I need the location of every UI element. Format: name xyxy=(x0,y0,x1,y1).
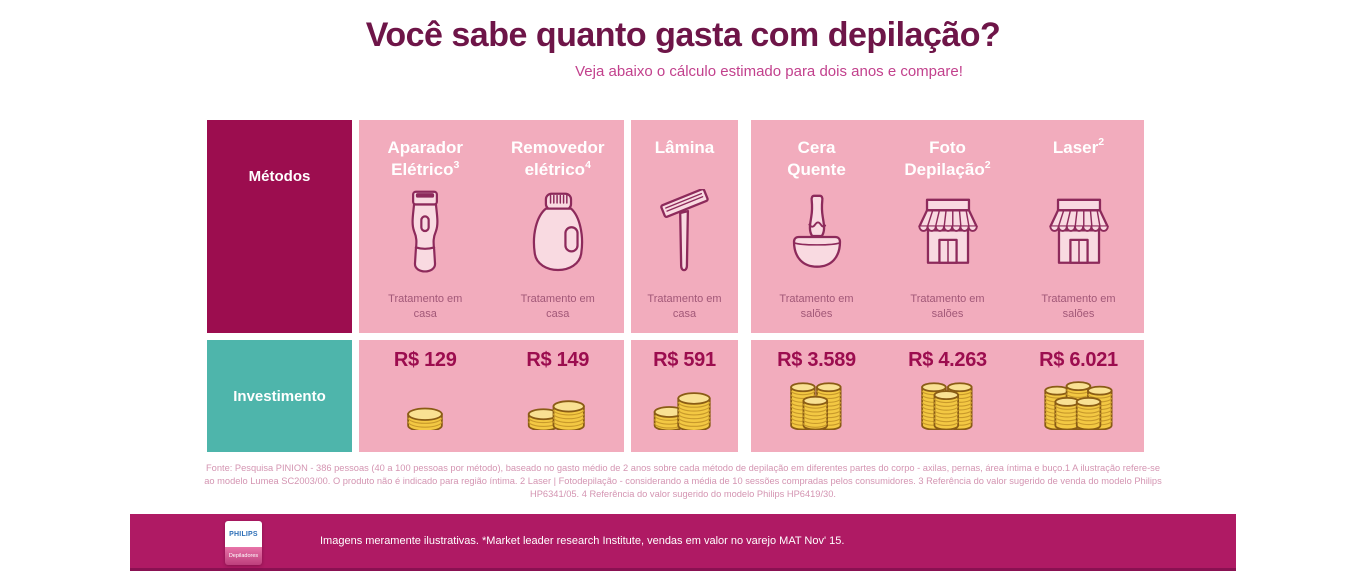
treatment-location: Tratamento em casa xyxy=(647,293,722,320)
investment-cell-removedor-eletrico: R$ 149 xyxy=(492,340,625,452)
coins-icon xyxy=(912,376,984,430)
method-cell-foto-depilacao: Foto Depilação2 xyxy=(882,120,1013,333)
epilator-icon xyxy=(528,185,588,288)
investment-cell-aparador-eletrico: R$ 129 xyxy=(359,340,492,452)
footer-bar: PHILIPS Depiladores Imagens meramente il… xyxy=(130,514,1236,571)
group-lamina: Lâmina Tratamento em casa xyxy=(631,120,738,452)
treatment-location: Tratamento em casa xyxy=(520,293,595,320)
investment-cell-foto-depilacao: R$ 4.263 xyxy=(882,340,1013,452)
footer-disclaimer: Imagens meramente ilustrativas. *Market … xyxy=(320,535,845,547)
footnote: Fonte: Pesquisa PINION - 386 pessoas (40… xyxy=(204,463,1162,500)
treatment-location: Tratamento em salões xyxy=(1041,293,1116,320)
page-subtitle: Veja abaixo o cálculo estimado para dois… xyxy=(575,63,963,80)
method-cell-aparador-eletrico: Aparador Elétrico3 Tratamento em casa xyxy=(359,120,492,333)
method-name: Laser2 xyxy=(1052,136,1105,157)
treatment-location: Tratamento em salões xyxy=(779,293,854,320)
salon-storefront-icon xyxy=(912,185,984,288)
investment-panel: R$ 129 R$ 149 xyxy=(359,340,624,452)
investment-value: R$ 591 xyxy=(653,349,716,371)
method-cell-removedor-eletrico: Removedor elétrico4 Tratamento em casa xyxy=(492,120,625,333)
method-cell-laser: Laser2 Tratam xyxy=(1013,120,1144,333)
coins-icon xyxy=(389,376,461,430)
group-salon-methods: Cera Quente Tratamento em salões xyxy=(751,120,1144,452)
treatment-location: Tratamento em casa xyxy=(388,293,463,320)
coins-icon xyxy=(1043,376,1115,430)
row-label-investment: Investimento xyxy=(207,340,352,452)
method-name: Aparador Elétrico3 xyxy=(387,138,464,180)
investment-cell-laser: R$ 6.021 xyxy=(1013,340,1144,452)
group-electric-devices: Aparador Elétrico3 Tratamento em casa xyxy=(359,120,624,452)
methods-panel: Cera Quente Tratamento em salões xyxy=(751,120,1144,333)
row-label-methods: Métodos xyxy=(207,120,352,333)
salon-storefront-icon xyxy=(1043,185,1115,288)
investment-value: R$ 3.589 xyxy=(777,349,856,371)
investment-value: R$ 6.021 xyxy=(1039,349,1118,371)
coins-icon xyxy=(522,376,594,430)
electric-trimmer-icon xyxy=(401,185,449,288)
method-name: Lâmina xyxy=(654,138,715,157)
hot-wax-icon xyxy=(787,185,847,288)
investment-value: R$ 4.263 xyxy=(908,349,987,371)
investment-cell-lamina: R$ 591 xyxy=(631,340,738,452)
method-name: Foto Depilação2 xyxy=(904,138,991,180)
razor-icon xyxy=(657,185,713,288)
method-cell-lamina: Lâmina Tratamento em casa xyxy=(631,120,738,333)
investment-value: R$ 129 xyxy=(393,349,457,371)
page-title: Você sabe quanto gasta com depilação? xyxy=(365,16,1001,54)
coins-icon xyxy=(781,376,853,430)
methods-panel: Lâmina Tratamento em casa xyxy=(631,120,738,333)
investment-panel: R$ 591 xyxy=(631,340,738,452)
philips-tagline: Depiladores xyxy=(225,547,262,565)
investment-value: R$ 149 xyxy=(526,349,590,371)
method-name: Cera Quente xyxy=(787,138,846,180)
philips-wordmark: PHILIPS xyxy=(225,521,262,547)
coins-icon xyxy=(649,376,721,430)
philips-logo-badge: PHILIPS Depiladores xyxy=(225,521,262,565)
method-cell-cera-quente: Cera Quente Tratamento em salões xyxy=(751,120,882,333)
investment-panel: R$ 3.589 R$ 4.263 R$ 6.021 xyxy=(751,340,1144,452)
row-labels-column: Métodos Investimento xyxy=(207,120,352,452)
treatment-location: Tratamento em salões xyxy=(910,293,985,320)
method-name: Removedor elétrico4 xyxy=(510,138,605,180)
investment-cell-cera-quente: R$ 3.589 xyxy=(751,340,882,452)
methods-panel: Aparador Elétrico3 Tratamento em casa xyxy=(359,120,624,333)
comparison-table: Métodos Investimento Aparador Elétrico3 xyxy=(207,120,1144,452)
